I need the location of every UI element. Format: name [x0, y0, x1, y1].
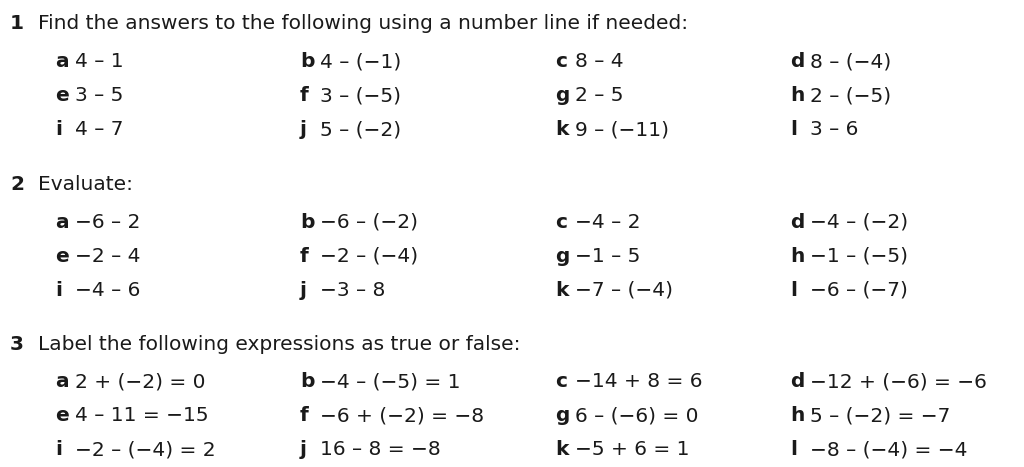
Text: b: b	[300, 372, 314, 391]
Text: a: a	[55, 52, 69, 71]
Text: f: f	[300, 406, 309, 425]
Text: 16 – 8 = −8: 16 – 8 = −8	[319, 440, 440, 459]
Text: h: h	[790, 247, 805, 266]
Text: j: j	[300, 440, 307, 459]
Text: j: j	[300, 120, 307, 139]
Text: −4 – (−2): −4 – (−2)	[810, 213, 908, 232]
Text: e: e	[55, 247, 69, 266]
Text: b: b	[300, 213, 314, 232]
Text: −6 – (−7): −6 – (−7)	[810, 281, 908, 300]
Text: i: i	[55, 120, 62, 139]
Text: −4 – 6: −4 – 6	[75, 281, 140, 300]
Text: −7 – (−4): −7 – (−4)	[575, 281, 673, 300]
Text: 6 – (−6) = 0: 6 – (−6) = 0	[575, 406, 698, 425]
Text: i: i	[55, 440, 62, 459]
Text: 3: 3	[10, 335, 24, 354]
Text: −6 – 2: −6 – 2	[75, 213, 140, 232]
Text: 4 – 7: 4 – 7	[75, 120, 124, 139]
Text: 3 – 6: 3 – 6	[810, 120, 858, 139]
Text: −3 – 8: −3 – 8	[319, 281, 385, 300]
Text: −6 + (−2) = −8: −6 + (−2) = −8	[319, 406, 484, 425]
Text: 5 – (−2): 5 – (−2)	[319, 120, 401, 139]
Text: k: k	[555, 440, 568, 459]
Text: c: c	[555, 213, 567, 232]
Text: d: d	[790, 372, 805, 391]
Text: d: d	[790, 52, 805, 71]
Text: 4 – (−1): 4 – (−1)	[319, 52, 401, 71]
Text: 4 – 11 = −15: 4 – 11 = −15	[75, 406, 209, 425]
Text: −12 + (−6) = −6: −12 + (−6) = −6	[810, 372, 987, 391]
Text: g: g	[555, 247, 569, 266]
Text: −1 – (−5): −1 – (−5)	[810, 247, 908, 266]
Text: k: k	[555, 120, 568, 139]
Text: −5 + 6 = 1: −5 + 6 = 1	[575, 440, 689, 459]
Text: e: e	[55, 86, 69, 105]
Text: b: b	[300, 52, 314, 71]
Text: j: j	[300, 281, 307, 300]
Text: Find the answers to the following using a number line if needed:: Find the answers to the following using …	[38, 14, 688, 33]
Text: −4 – (−5) = 1: −4 – (−5) = 1	[319, 372, 461, 391]
Text: h: h	[790, 86, 805, 105]
Text: i: i	[55, 281, 62, 300]
Text: −4 – 2: −4 – 2	[575, 213, 640, 232]
Text: l: l	[790, 440, 797, 459]
Text: 3 – 5: 3 – 5	[75, 86, 123, 105]
Text: 4 – 1: 4 – 1	[75, 52, 124, 71]
Text: e: e	[55, 406, 69, 425]
Text: k: k	[555, 281, 568, 300]
Text: 3 – (−5): 3 – (−5)	[319, 86, 401, 105]
Text: c: c	[555, 52, 567, 71]
Text: 1: 1	[10, 14, 24, 33]
Text: −2 – 4: −2 – 4	[75, 247, 140, 266]
Text: −14 + 8 = 6: −14 + 8 = 6	[575, 372, 702, 391]
Text: 2 – (−5): 2 – (−5)	[810, 86, 891, 105]
Text: h: h	[790, 406, 805, 425]
Text: 2 – 5: 2 – 5	[575, 86, 624, 105]
Text: f: f	[300, 247, 309, 266]
Text: Evaluate:: Evaluate:	[38, 175, 133, 194]
Text: a: a	[55, 372, 69, 391]
Text: Label the following expressions as true or false:: Label the following expressions as true …	[38, 335, 520, 354]
Text: g: g	[555, 406, 569, 425]
Text: 5 – (−2) = −7: 5 – (−2) = −7	[810, 406, 950, 425]
Text: d: d	[790, 213, 805, 232]
Text: f: f	[300, 86, 309, 105]
Text: −2 – (−4) = 2: −2 – (−4) = 2	[75, 440, 216, 459]
Text: −6 – (−2): −6 – (−2)	[319, 213, 418, 232]
Text: g: g	[555, 86, 569, 105]
Text: l: l	[790, 120, 797, 139]
Text: l: l	[790, 281, 797, 300]
Text: −1 – 5: −1 – 5	[575, 247, 640, 266]
Text: 2 + (−2) = 0: 2 + (−2) = 0	[75, 372, 206, 391]
Text: 8 – (−4): 8 – (−4)	[810, 52, 891, 71]
Text: 8 – 4: 8 – 4	[575, 52, 624, 71]
Text: 9 – (−11): 9 – (−11)	[575, 120, 669, 139]
Text: c: c	[555, 372, 567, 391]
Text: a: a	[55, 213, 69, 232]
Text: −8 – (−4) = −4: −8 – (−4) = −4	[810, 440, 968, 459]
Text: −2 – (−4): −2 – (−4)	[319, 247, 418, 266]
Text: 2: 2	[10, 175, 24, 194]
